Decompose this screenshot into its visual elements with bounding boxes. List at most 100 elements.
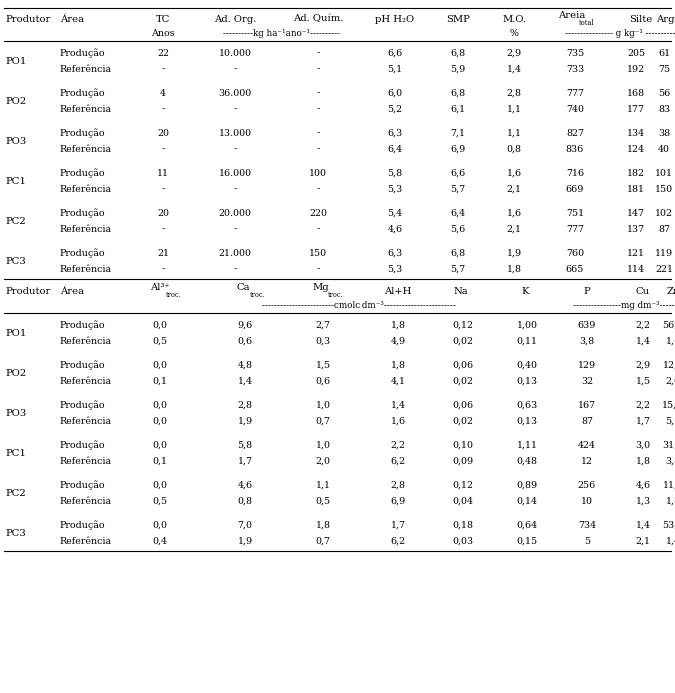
Text: 10: 10 [581,496,593,505]
Text: -: - [317,49,320,58]
Text: 147: 147 [627,209,645,218]
Text: 2,0: 2,0 [315,457,331,466]
Text: Produtor: Produtor [5,286,51,295]
Text: 9,6: 9,6 [238,320,252,329]
Text: 0,12: 0,12 [452,480,473,489]
Text: Produção: Produção [60,128,105,138]
Text: pH H₂O: pH H₂O [375,15,414,24]
Text: TC: TC [156,15,170,24]
Text: 119: 119 [655,249,673,258]
Text: 2,6: 2,6 [666,376,675,385]
Text: 1,4: 1,4 [635,520,651,529]
Text: 1,9: 1,9 [238,536,252,545]
Text: 182: 182 [627,168,645,177]
Text: 0,06: 0,06 [452,401,474,410]
Text: -: - [317,128,320,137]
Text: ----------------mg dm⁻³----------------: ----------------mg dm⁻³---------------- [572,301,675,310]
Text: 1,1: 1,1 [506,128,522,137]
Text: 669: 669 [566,184,584,193]
Text: Produtor: Produtor [5,15,51,24]
Text: 2,8: 2,8 [506,89,522,98]
Text: Al³⁺: Al³⁺ [150,283,170,292]
Text: Referência: Referência [60,536,112,545]
Text: 0,0: 0,0 [153,520,167,529]
Text: Produção: Produção [60,168,105,178]
Text: 1,1: 1,1 [666,337,675,346]
Text: 56,2: 56,2 [662,320,675,329]
Text: 124: 124 [627,145,645,154]
Text: Área: Área [60,286,84,295]
Text: 0,11: 0,11 [516,337,537,346]
Text: PO3: PO3 [5,137,26,146]
Text: -: - [317,184,320,193]
Text: 2,1: 2,1 [506,225,522,234]
Text: 4: 4 [160,89,166,98]
Text: 3,8: 3,8 [666,457,675,466]
Text: 32: 32 [581,376,593,385]
Text: 1,8: 1,8 [315,520,331,529]
Text: SMP: SMP [446,15,470,24]
Text: 6,1: 6,1 [450,105,466,114]
Text: 129: 129 [578,360,596,369]
Text: 0,0: 0,0 [153,416,167,426]
Text: PC3: PC3 [5,256,26,265]
Text: 0,7: 0,7 [315,536,331,545]
Text: Referência: Referência [60,225,112,234]
Text: 2,7: 2,7 [315,320,331,329]
Text: Produção: Produção [60,88,105,98]
Text: 1,9: 1,9 [238,416,252,426]
Text: 6,6: 6,6 [450,168,466,177]
Text: 0,0: 0,0 [153,401,167,410]
Text: Referência: Referência [60,145,112,154]
Text: 6,8: 6,8 [450,49,466,58]
Text: 733: 733 [566,64,584,73]
Text: Areia: Areia [558,12,586,21]
Text: 0,09: 0,09 [452,457,474,466]
Text: 777: 777 [566,89,584,98]
Text: Ad. Quím.: Ad. Quím. [293,15,343,24]
Text: 0,0: 0,0 [153,480,167,489]
Text: 0,1: 0,1 [153,457,167,466]
Text: 5,7: 5,7 [450,265,466,274]
Text: 4,6: 4,6 [238,480,252,489]
Text: 1,8: 1,8 [506,265,522,274]
Text: troc.: troc. [328,291,344,299]
Text: 1,4: 1,4 [238,376,252,385]
Text: 6,8: 6,8 [450,89,466,98]
Text: Produção: Produção [60,520,105,530]
Text: 11,8: 11,8 [662,480,675,489]
Text: 192: 192 [627,64,645,73]
Text: 6,2: 6,2 [390,536,406,545]
Text: 13.000: 13.000 [219,128,252,137]
Text: -: - [234,64,237,73]
Text: Produção: Produção [60,360,105,370]
Text: -: - [317,225,320,234]
Text: 2,2: 2,2 [635,401,651,410]
Text: 0,48: 0,48 [516,457,537,466]
Text: 56: 56 [658,89,670,98]
Text: Ad. Org.: Ad. Org. [214,15,256,24]
Text: 5,6: 5,6 [450,225,466,234]
Text: 5,3: 5,3 [387,184,402,193]
Text: 1,6: 1,6 [390,416,406,426]
Text: 1,6: 1,6 [506,209,522,218]
Text: 220: 220 [309,209,327,218]
Text: ------------------------cmolᴄ dm⁻³------------------------: ------------------------cmolᴄ dm⁻³------… [261,301,456,310]
Text: 4,6: 4,6 [387,225,402,234]
Text: 0,0: 0,0 [153,441,167,450]
Text: 1,1: 1,1 [315,480,331,489]
Text: 181: 181 [627,184,645,193]
Text: Produção: Produção [60,480,105,490]
Text: 6,3: 6,3 [387,249,402,258]
Text: 1,4: 1,4 [635,337,651,346]
Text: -: - [234,225,237,234]
Text: 1,1: 1,1 [506,105,522,114]
Text: 2,9: 2,9 [635,360,651,369]
Text: 40: 40 [658,145,670,154]
Text: Argila: Argila [657,15,675,24]
Text: ----------kg ha⁻¹ano⁻¹----------: ----------kg ha⁻¹ano⁻¹---------- [223,28,340,37]
Text: Produção: Produção [60,248,105,258]
Text: 0,03: 0,03 [452,536,474,545]
Text: 5,3: 5,3 [387,265,402,274]
Text: 20.000: 20.000 [219,209,252,218]
